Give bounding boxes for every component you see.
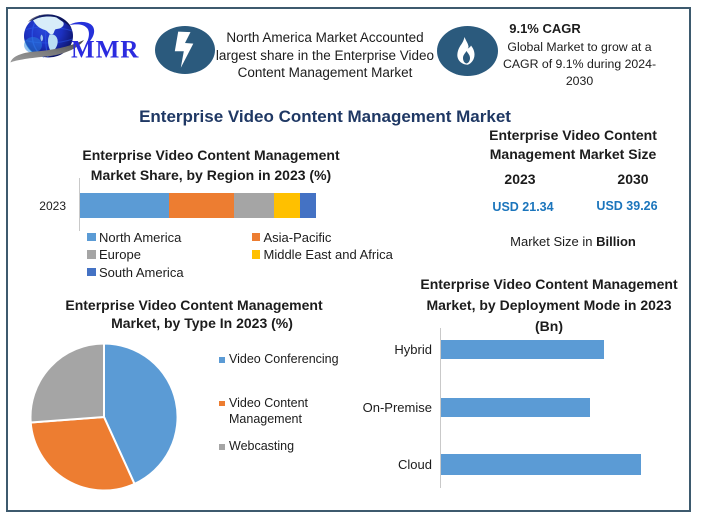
svg-text:MMR: MMR xyxy=(71,37,140,64)
